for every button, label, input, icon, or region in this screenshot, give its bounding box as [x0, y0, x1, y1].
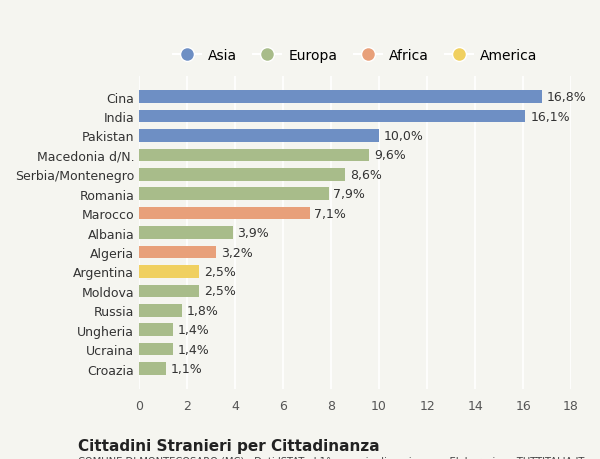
- Text: 10,0%: 10,0%: [384, 130, 424, 143]
- Bar: [139, 343, 173, 356]
- Legend: Asia, Europa, Africa, America: Asia, Europa, Africa, America: [167, 43, 543, 68]
- Bar: [139, 91, 542, 104]
- Bar: [139, 363, 166, 375]
- Bar: [139, 266, 199, 278]
- Text: 1,1%: 1,1%: [170, 362, 202, 375]
- Bar: [139, 168, 346, 181]
- Text: 9,6%: 9,6%: [374, 149, 406, 162]
- Text: 7,1%: 7,1%: [314, 207, 346, 220]
- Bar: [139, 285, 199, 297]
- Bar: [139, 149, 370, 162]
- Text: COMUNE DI MONTECOSARO (MC) - Dati ISTAT al 1° gennaio di ogni anno - Elaborazion: COMUNE DI MONTECOSARO (MC) - Dati ISTAT …: [78, 456, 584, 459]
- Text: 7,9%: 7,9%: [334, 188, 365, 201]
- Bar: [139, 130, 379, 142]
- Bar: [139, 227, 233, 240]
- Bar: [139, 246, 216, 259]
- Bar: [139, 111, 526, 123]
- Text: 1,4%: 1,4%: [178, 324, 209, 336]
- Text: 2,5%: 2,5%: [204, 285, 236, 298]
- Bar: [139, 207, 310, 220]
- Text: Cittadini Stranieri per Cittadinanza: Cittadini Stranieri per Cittadinanza: [78, 438, 380, 453]
- Text: 16,8%: 16,8%: [547, 91, 587, 104]
- Bar: [139, 188, 329, 201]
- Text: 2,5%: 2,5%: [204, 265, 236, 278]
- Bar: [139, 324, 173, 336]
- Bar: [139, 304, 182, 317]
- Text: 1,4%: 1,4%: [178, 343, 209, 356]
- Text: 3,9%: 3,9%: [238, 227, 269, 240]
- Text: 16,1%: 16,1%: [530, 110, 570, 123]
- Text: 8,6%: 8,6%: [350, 168, 382, 181]
- Text: 3,2%: 3,2%: [221, 246, 253, 259]
- Text: 1,8%: 1,8%: [187, 304, 219, 317]
